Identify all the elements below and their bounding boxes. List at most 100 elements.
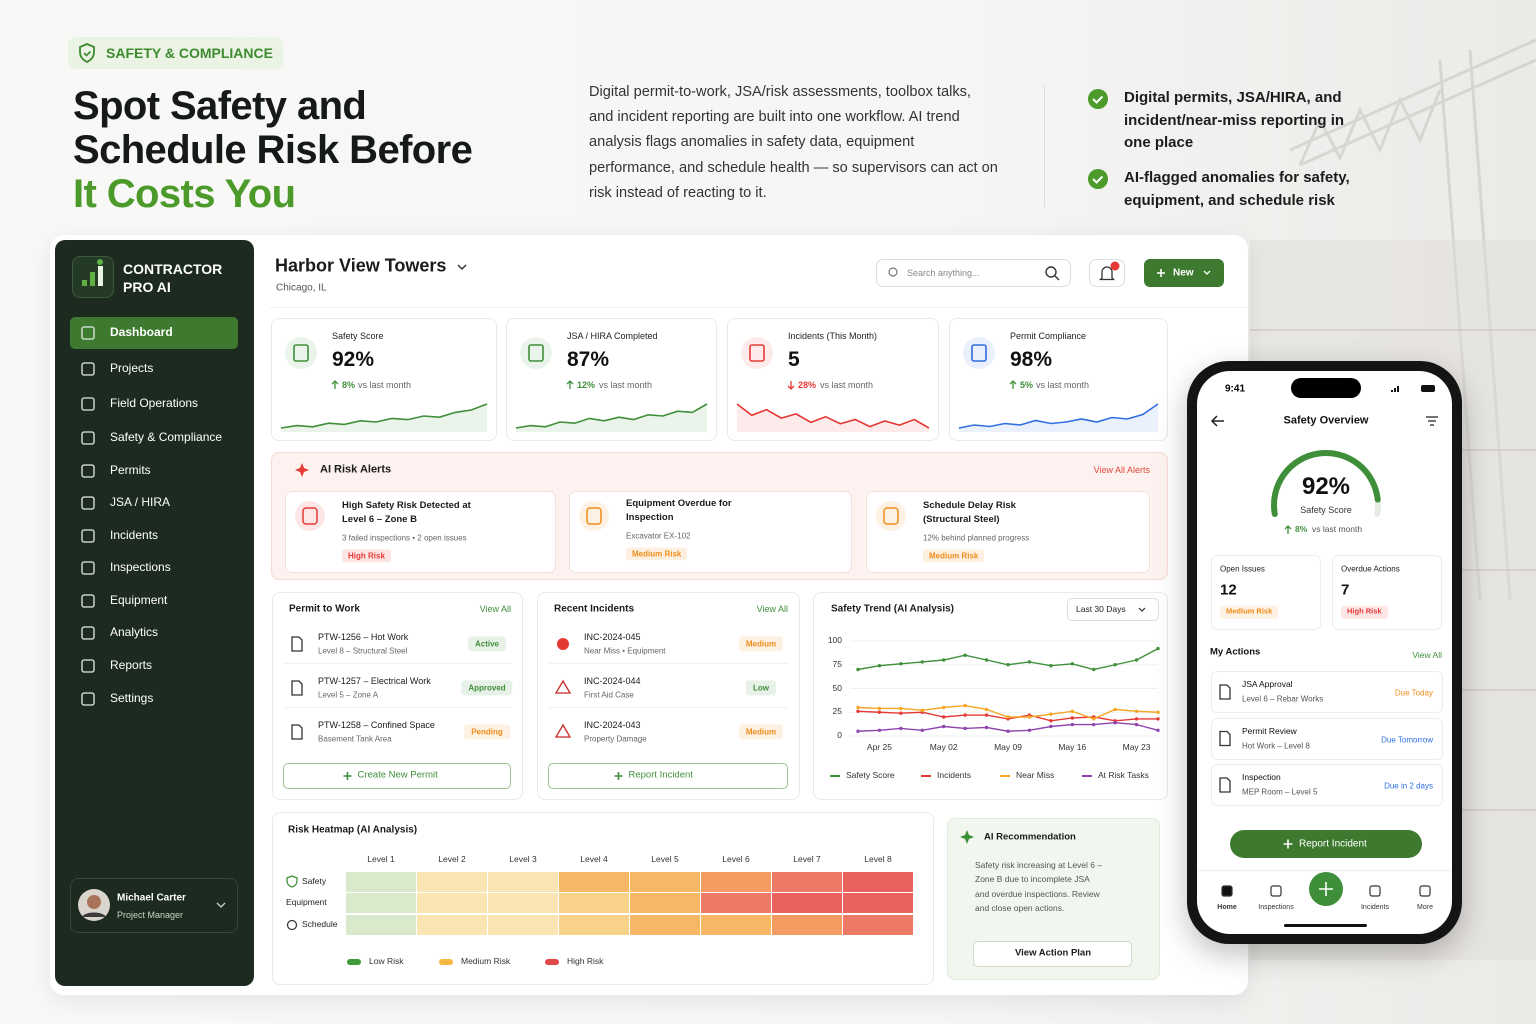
hero-bullet: AI-flagged anomalies for safety, equipme… bbox=[1124, 169, 1350, 209]
hero-title: Spot Safety and bbox=[73, 84, 367, 128]
tab-label[interactable]: Home bbox=[1217, 903, 1237, 911]
nav-item[interactable]: Analytics bbox=[110, 625, 159, 640]
heatmap-row-label: Safety bbox=[302, 876, 327, 887]
stat-value: 7 bbox=[1341, 581, 1350, 599]
gauge-change-note: vs last month bbox=[1312, 524, 1363, 535]
alert-title: High Safety Risk Detected at Level 6 – Z… bbox=[342, 500, 471, 525]
action-title: Inspection bbox=[1242, 772, 1281, 783]
row-divider bbox=[284, 707, 511, 708]
report-button-text[interactable]: Report Incident bbox=[1299, 838, 1367, 850]
stat-badge: Medium Risk bbox=[1220, 605, 1279, 619]
stat-value: 12 bbox=[1220, 581, 1237, 599]
actions-link[interactable]: View All bbox=[1412, 650, 1442, 661]
alert-badge: High Risk bbox=[342, 549, 391, 563]
action-title: JSA Approval bbox=[1242, 679, 1293, 690]
action-row bbox=[1211, 671, 1443, 713]
nav-active bbox=[70, 317, 238, 349]
tab-label[interactable]: Incidents bbox=[1360, 903, 1390, 911]
card-button[interactable] bbox=[283, 763, 511, 789]
status-time: 9:41 bbox=[1224, 383, 1246, 395]
status-badge: Active bbox=[467, 636, 507, 652]
x-tick-label: May 09 bbox=[994, 742, 1022, 753]
alert-card bbox=[866, 491, 1150, 573]
tab-label[interactable]: More bbox=[1417, 903, 1433, 911]
action-sub: Level 6 – Rebar Works bbox=[1242, 694, 1324, 704]
heatmap-column: Level 3 bbox=[509, 854, 537, 865]
heatmap-column: Level 1 bbox=[367, 854, 395, 865]
chart-title: Safety Trend (AI Analysis) bbox=[831, 603, 954, 615]
y-tick-label: 75 bbox=[832, 658, 842, 669]
new-button-text: New bbox=[1173, 267, 1194, 279]
kpi-label: Incidents (This Month) bbox=[788, 330, 878, 341]
status-badge: Pending bbox=[464, 724, 510, 740]
nav-item[interactable]: Settings bbox=[110, 691, 154, 706]
kpi-value: 98% bbox=[1010, 347, 1053, 371]
card-link[interactable]: View All bbox=[479, 603, 511, 614]
action-button-text[interactable]: View Action Plan bbox=[1014, 947, 1092, 959]
nav-item[interactable]: Projects bbox=[110, 361, 154, 376]
nav-item[interactable]: Inspections bbox=[110, 560, 171, 575]
stat-label: Overdue Actions bbox=[1341, 564, 1400, 574]
status-badge: Medium bbox=[738, 724, 784, 740]
user-card bbox=[70, 878, 238, 933]
nav-item[interactable]: Field Operations bbox=[110, 396, 199, 411]
heatmap-column: Level 7 bbox=[793, 854, 821, 865]
heatmap-column: Level 6 bbox=[722, 854, 750, 865]
range-select[interactable] bbox=[1067, 598, 1159, 621]
list-title: PTW-1258 – Confined Space bbox=[318, 719, 435, 730]
nav-item[interactable]: Dashboard bbox=[110, 325, 173, 340]
divider bbox=[1044, 85, 1045, 207]
list-card bbox=[272, 592, 523, 800]
alert-card bbox=[569, 491, 852, 573]
kpi-change: 28% bbox=[798, 379, 817, 390]
heatmap-column: Level 5 bbox=[651, 854, 679, 865]
report-button[interactable] bbox=[1230, 830, 1422, 858]
card-title: Permit to Work bbox=[289, 603, 360, 615]
nav-item[interactable]: Permits bbox=[110, 463, 151, 478]
nav-item[interactable]: Incidents bbox=[110, 528, 159, 543]
chart-card bbox=[813, 592, 1168, 800]
alerts-link[interactable]: View All Alerts bbox=[1093, 464, 1150, 475]
card-link[interactable]: View All bbox=[756, 603, 788, 614]
list-card bbox=[537, 592, 800, 800]
action-button[interactable] bbox=[973, 941, 1132, 967]
card-button[interactable] bbox=[548, 763, 788, 789]
list-title: INC-2024-043 bbox=[584, 719, 641, 730]
brand: PRO AI bbox=[123, 278, 171, 295]
status-badge: Medium bbox=[738, 636, 784, 652]
list-sub: First Aid Case bbox=[584, 690, 634, 700]
alert-badge: Medium Risk bbox=[626, 547, 688, 561]
alert-detail: 12% behind planned progress bbox=[923, 533, 1030, 543]
actions-title: My Actions bbox=[1210, 646, 1261, 658]
badge bbox=[68, 37, 283, 69]
row-divider bbox=[549, 707, 788, 708]
nav-item[interactable]: JSA / HIRA bbox=[110, 495, 171, 510]
hero-description: Digital permit-to-work, JSA/risk assessm… bbox=[589, 84, 998, 201]
card-button-text[interactable]: Create New Permit bbox=[357, 769, 438, 781]
gauge-caption: Safety Score bbox=[1300, 504, 1352, 515]
tab-divider bbox=[1197, 870, 1452, 871]
kpi-change-note: vs last month bbox=[1036, 379, 1090, 390]
status-badge: Approved bbox=[461, 680, 513, 696]
kpi-label: Safety Score bbox=[332, 330, 384, 341]
nav-item[interactable]: Equipment bbox=[110, 593, 168, 608]
x-tick-label: May 16 bbox=[1058, 742, 1087, 753]
dynamic-island bbox=[1291, 378, 1361, 398]
search-box[interactable] bbox=[876, 259, 1071, 287]
nav-item[interactable]: Safety & Compliance bbox=[110, 430, 223, 445]
kpi-change: 12% bbox=[577, 379, 596, 390]
legend-label: Safety Score bbox=[846, 770, 895, 781]
range-select-text[interactable]: Last 30 Days bbox=[1076, 604, 1126, 615]
project-location: Chicago, IL bbox=[276, 282, 327, 294]
card-title: Recent Incidents bbox=[554, 603, 635, 615]
sidebar bbox=[55, 240, 254, 986]
kpi-change: 8% bbox=[342, 379, 356, 390]
list-sub: Level 5 – Zone A bbox=[318, 690, 379, 700]
nav-item[interactable]: Reports bbox=[110, 658, 153, 673]
list-sub: Level 8 – Structural Steel bbox=[318, 646, 408, 656]
card-button-text[interactable]: Report Incident bbox=[628, 769, 693, 781]
bell-button[interactable] bbox=[1089, 259, 1125, 287]
legend-label: Near Miss bbox=[1016, 770, 1055, 781]
tab-label[interactable]: Inspections bbox=[1258, 903, 1294, 911]
logo bbox=[72, 256, 114, 298]
